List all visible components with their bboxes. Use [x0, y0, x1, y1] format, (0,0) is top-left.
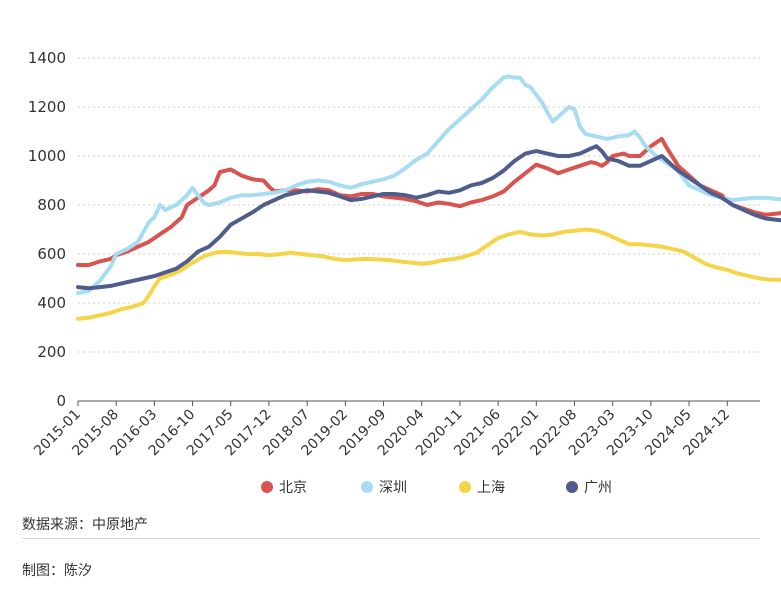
legend: 北京 深圳 上海 广州: [261, 480, 612, 496]
y-tick-label: 0: [56, 392, 66, 410]
legend-marker-上海: [459, 481, 471, 493]
gridlines: [78, 57, 760, 353]
legend-marker-北京: [261, 481, 273, 493]
data-source-note: 数据来源：中原地产: [22, 517, 148, 533]
legend-marker-深圳: [361, 481, 373, 493]
x-axis: 2015-012015-082016-032016-102017-052017-…: [31, 400, 760, 459]
series-line-北京: [76, 136, 781, 267]
legend-label-北京: 北京: [279, 480, 307, 496]
y-tick-label: 200: [37, 343, 66, 361]
y-axis-ticks: 0 200 400 600 800 1000 1200 1400: [28, 49, 66, 410]
legend-label-上海: 上海: [477, 480, 505, 496]
legend-marker-广州: [566, 481, 578, 493]
y-tick-label: 800: [37, 196, 66, 214]
footer-divider: [22, 538, 760, 539]
legend-label-深圳: 深圳: [379, 480, 407, 496]
line-chart: 0 200 400 600 800 1000 1200 1400 2015-012015-08…: [28, 49, 781, 496]
series-lines: [76, 74, 781, 321]
chart-author-note: 制图：陈汐: [22, 563, 92, 579]
series-line-上海: [76, 227, 781, 321]
y-tick-label: 1200: [28, 98, 66, 116]
y-tick-label: 400: [37, 294, 66, 312]
y-tick-label: 1400: [28, 49, 66, 67]
y-tick-label: 600: [37, 245, 66, 263]
legend-label-广州: 广州: [584, 480, 612, 496]
series-line-深圳: [76, 74, 781, 296]
y-tick-label: 1000: [28, 147, 66, 165]
series-line-广州: [76, 144, 781, 291]
